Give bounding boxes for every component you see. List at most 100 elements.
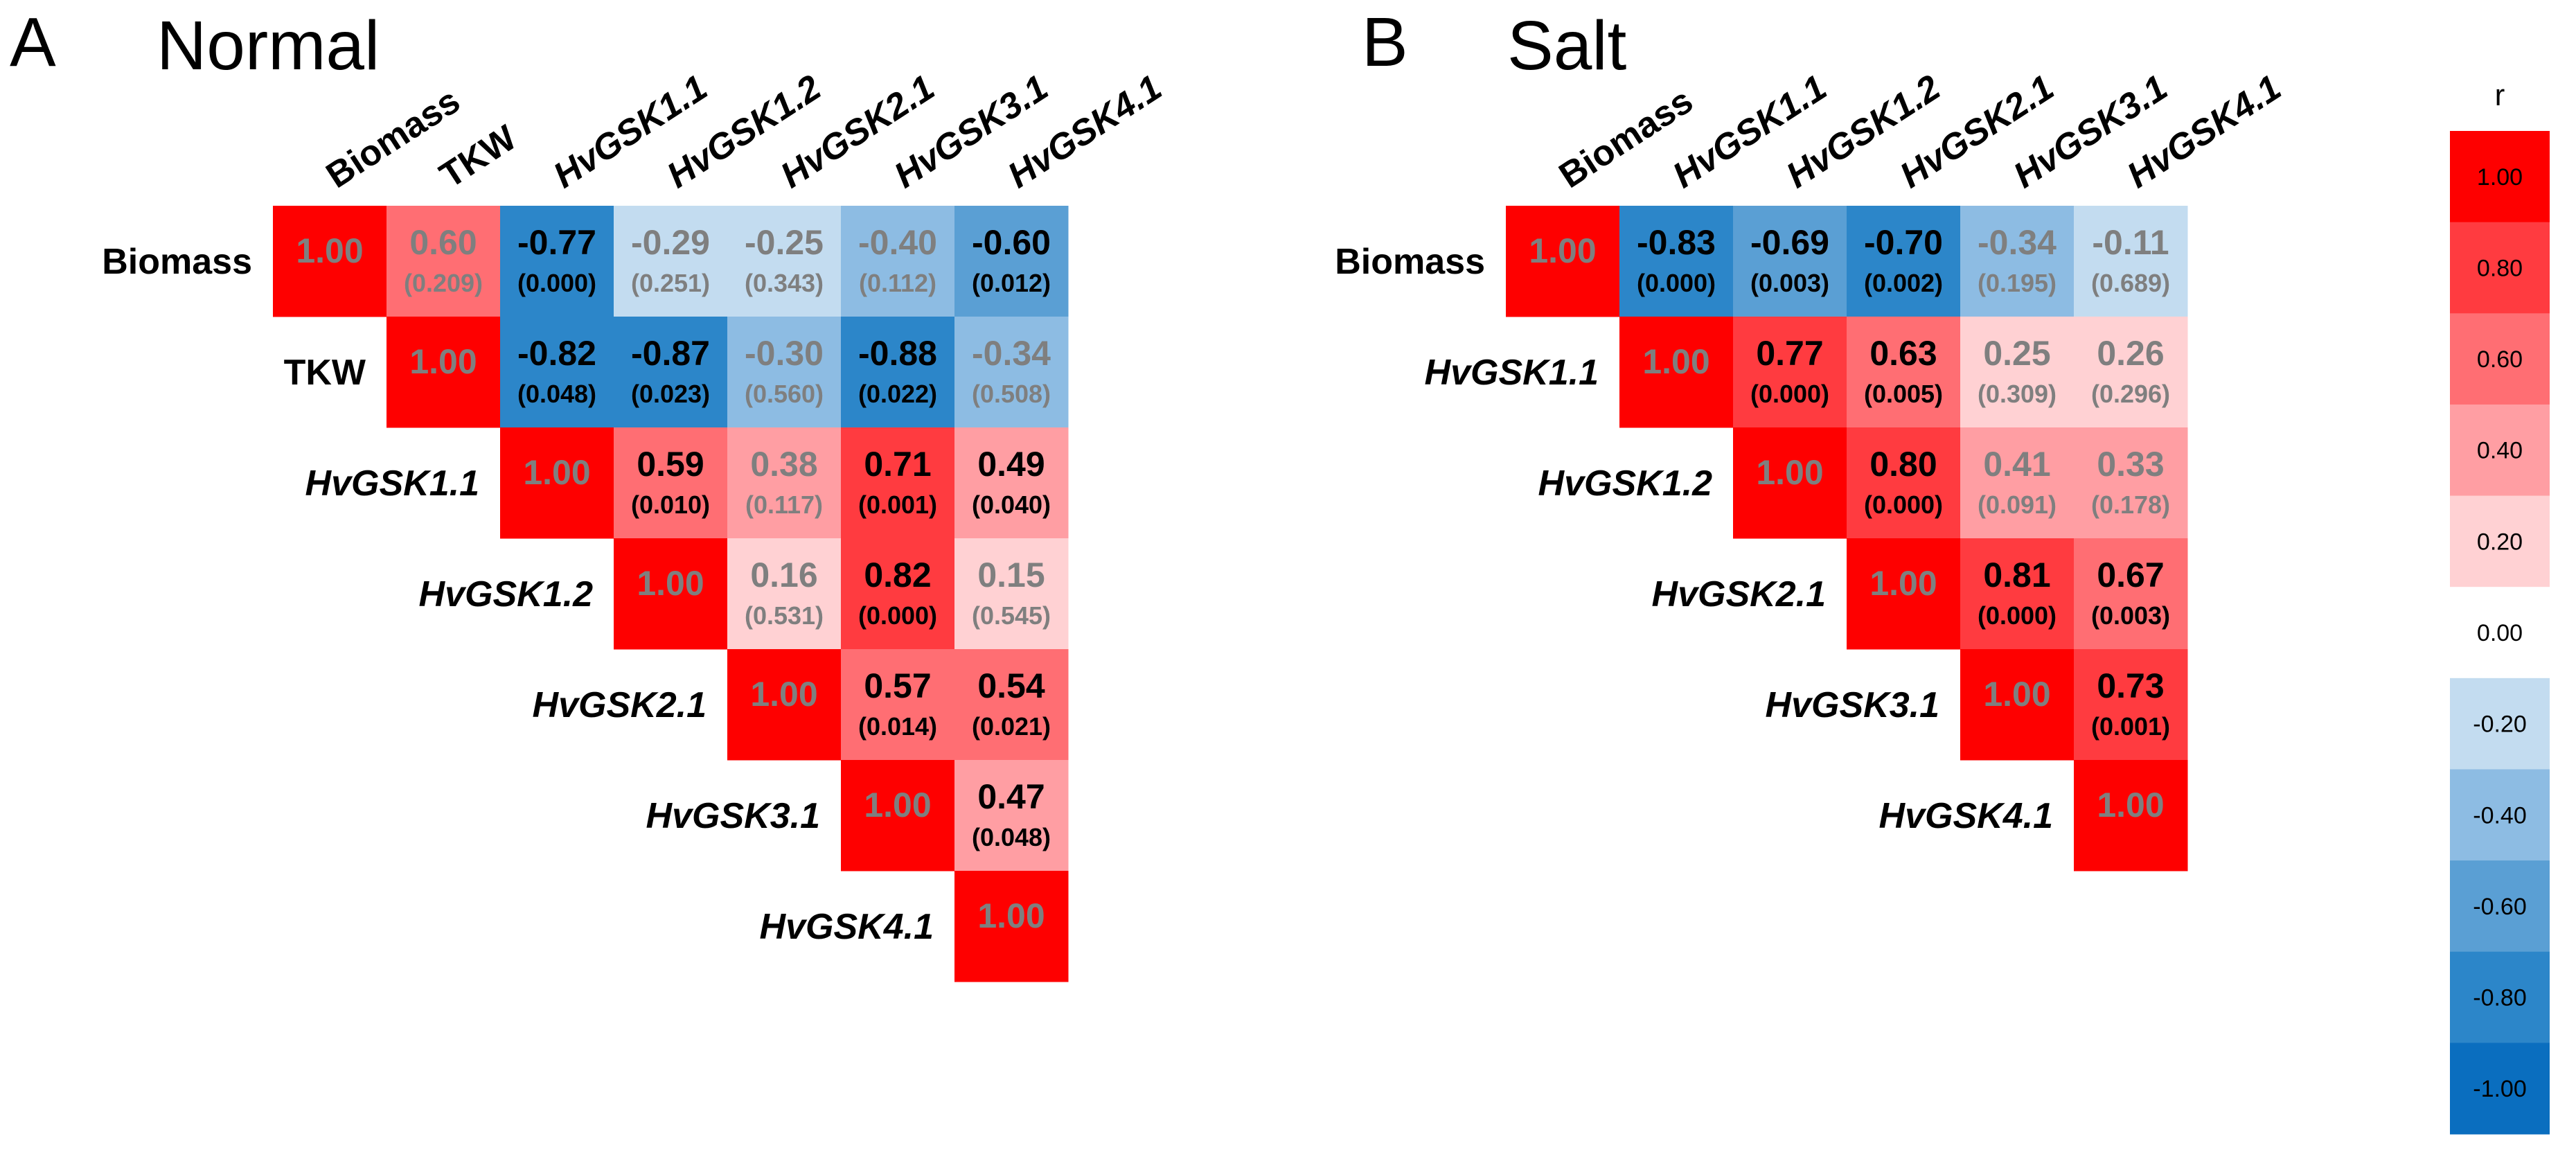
heatmap-cell (614, 538, 728, 650)
color-legend: 1.00 0.80 0.60 0.40 0.20 0.00 -0.20 -0.40 -0.60 -… (2450, 78, 2550, 1135)
heatmap-cell (1960, 317, 2075, 428)
heatmap-cell (387, 206, 501, 317)
heatmap-cell (727, 538, 842, 650)
cell-r-value: 0.81 (1983, 556, 2050, 594)
cell-r-value: 0.71 (864, 445, 931, 484)
heatmap-cell (1847, 538, 1961, 650)
heatmap-cell (614, 206, 728, 317)
cell-p-value: (0.010) (631, 490, 710, 519)
heatmap-cell (1733, 427, 1847, 539)
cell-r-value: 0.49 (977, 445, 1045, 484)
cell-r-value: 0.57 (864, 666, 931, 705)
cell-r-value: 0.60 (409, 223, 477, 262)
row-label-hvgsk4-1: HvGSK4.1 (760, 907, 934, 947)
cell-p-value: (0.003) (1750, 269, 1829, 297)
cell-p-value: (0.117) (745, 490, 823, 519)
row-label-tkw: TKW (284, 353, 366, 393)
cell-p-value: (0.000) (858, 601, 937, 630)
cell-p-value: (0.048) (972, 823, 1051, 851)
heatmap-salt: 1.00 -0.83 (0.000) -0.69 (0.003) -0.70 (0.002)… (1335, 67, 2288, 872)
cell-r-value: 1.00 (1756, 453, 1823, 492)
cell-r-value: 1.00 (637, 564, 704, 603)
legend-tick-label: 0.60 (2477, 346, 2523, 373)
heatmap-cell (954, 649, 1069, 761)
heatmap-cell (2074, 649, 2188, 761)
row-label-hvgsk3-1: HvGSK3.1 (1766, 685, 1939, 725)
cell-p-value: (0.002) (1864, 269, 1943, 297)
cell-p-value: (0.014) (858, 712, 937, 741)
cell-r-value: 0.38 (750, 445, 817, 484)
cell-r-value: -0.34 (1978, 223, 2057, 262)
cell-r-value: 0.77 (1756, 334, 1823, 373)
heatmap-cell (1847, 206, 1961, 317)
row-label-hvgsk1-2: HvGSK1.2 (1538, 463, 1713, 504)
cell-r-value: 1.00 (864, 786, 931, 824)
row-label-hvgsk3-1: HvGSK3.1 (646, 796, 820, 836)
cell-r-value: 1.00 (2097, 786, 2164, 824)
cell-r-value: 1.00 (750, 675, 817, 714)
heatmap-cell (1506, 206, 1620, 317)
cell-p-value: (0.022) (858, 380, 937, 408)
heatmap-cell (1619, 206, 1734, 317)
cell-r-value: 0.73 (2097, 666, 2164, 705)
legend-swatch (2450, 860, 2550, 953)
cell-r-value: 0.47 (977, 777, 1045, 816)
heatmap-cell (1960, 206, 2075, 317)
cell-r-value: -0.34 (972, 334, 1051, 373)
heatmap-cell (500, 317, 614, 428)
heatmap-cell (841, 317, 955, 428)
cell-p-value: (0.000) (1978, 601, 2057, 630)
legend-swatch (2450, 1043, 2550, 1135)
cell-r-value: -0.11 (2092, 223, 2169, 262)
legend-tick-label: -1.00 (2473, 1076, 2527, 1102)
legend-swatch (2450, 495, 2550, 587)
row-label-hvgsk2-1: HvGSK2.1 (1652, 574, 1826, 614)
heatmap-cell (727, 649, 842, 761)
heatmap-cell (841, 427, 955, 539)
panel-b-title: Salt (1507, 7, 1627, 85)
cell-r-value: 1.00 (1642, 342, 1709, 381)
cell-r-value: -0.70 (1864, 223, 1943, 262)
cell-r-value: -0.29 (631, 223, 710, 262)
row-label-hvgsk2-1: HvGSK2.1 (533, 685, 707, 725)
heatmap-cell (727, 427, 842, 539)
cell-p-value: (0.195) (1978, 269, 2057, 297)
heatmap-cell (1733, 206, 1847, 317)
heatmap-cell (614, 427, 728, 539)
cell-r-value: 1.00 (409, 342, 477, 381)
row-label-hvgsk1-2: HvGSK1.2 (419, 574, 594, 614)
heatmap-cell (841, 538, 955, 650)
cell-p-value: (0.689) (2091, 269, 2170, 297)
legend-swatch (2450, 951, 2550, 1043)
cell-r-value: 0.63 (1869, 334, 1937, 373)
heatmap-cell (727, 317, 842, 428)
cell-r-value: 0.26 (2097, 334, 2164, 373)
heatmap-cell (954, 427, 1069, 539)
heatmap-cell (841, 760, 955, 872)
cell-r-value: 1.00 (523, 453, 590, 492)
cell-r-value: -0.25 (745, 223, 824, 262)
cell-p-value: (0.021) (972, 712, 1051, 741)
heatmap-cell (727, 206, 842, 317)
cell-r-value: -0.60 (972, 223, 1051, 262)
heatmap-cell (1847, 317, 1961, 428)
legend-tick-label: -0.60 (2473, 894, 2527, 920)
heatmap-cell (500, 206, 614, 317)
col-label-tkw: TKW (433, 117, 524, 196)
cell-p-value: (0.343) (745, 269, 824, 297)
row-label-biomass: Biomass (1335, 242, 1485, 282)
cell-p-value: (0.112) (859, 269, 936, 297)
heatmap-cell (954, 317, 1069, 428)
cell-p-value: (0.000) (517, 269, 596, 297)
cell-p-value: (0.000) (1637, 269, 1716, 297)
cell-r-value: -0.87 (631, 334, 710, 373)
panel-a-letter: A (10, 3, 56, 81)
cell-r-value: 0.15 (977, 556, 1045, 594)
cell-r-value: 1.00 (977, 896, 1045, 935)
heatmap-cell (500, 427, 614, 539)
heatmap-cell (954, 871, 1069, 982)
legend-tick-label: 0.00 (2477, 620, 2523, 646)
cell-p-value: (0.545) (972, 601, 1051, 630)
heatmap-cell (2074, 760, 2188, 872)
